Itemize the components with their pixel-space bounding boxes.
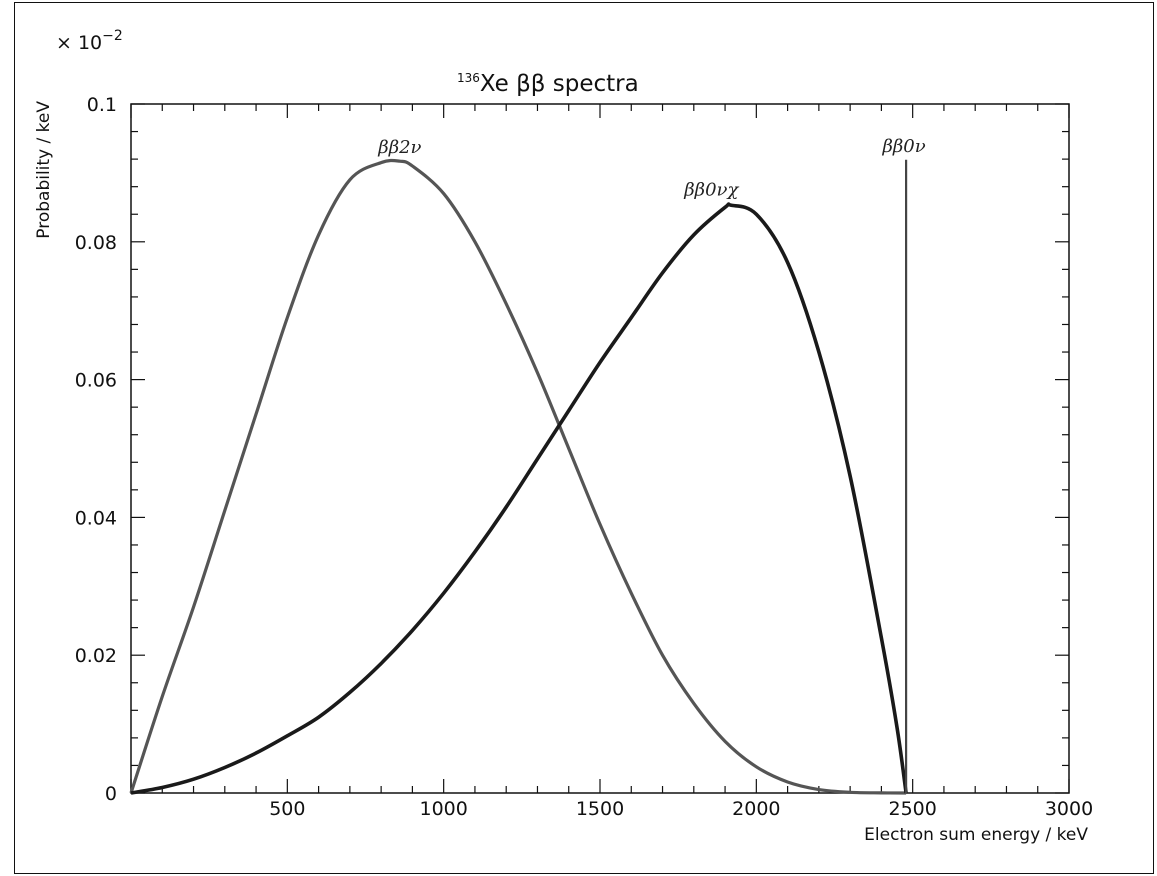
series-bb2nu-curve	[129, 158, 907, 795]
y-axis-tick-labels: 0 0.02 0.04 0.06 0.08 0.1	[75, 94, 117, 805]
label-bb0nu: ββ0ν	[881, 136, 925, 157]
chart-title: 136Xe ββ spectra	[457, 71, 639, 97]
y-axis-title: Probability / keV	[34, 101, 54, 239]
title-isotope-superscript: 136	[457, 71, 480, 85]
plot-area-frame	[130, 103, 1070, 794]
x-tick-label: 3000	[1045, 798, 1093, 820]
y-tick-label: 0.02	[75, 645, 117, 667]
y-tick-label: 0.04	[75, 507, 117, 529]
x-tick-label: 1000	[419, 798, 467, 820]
x-axis-tick-labels: 500 1000 1500 2000 2500 3000	[269, 798, 1093, 820]
label-bb0nuchi: ββ0νχ	[683, 179, 739, 200]
x-tick-label: 2000	[732, 798, 780, 820]
title-main-text: Xe ββ spectra	[480, 71, 639, 97]
y-axis-multiplier: × 10−2	[56, 28, 123, 54]
y-tick-label: 0.1	[87, 94, 117, 116]
y-tick-label: 0.06	[75, 370, 117, 392]
axis-ticks	[130, 103, 1070, 794]
label-bb2nu: ββ2ν	[377, 137, 421, 158]
multiplier-exponent: −2	[102, 28, 123, 44]
x-tick-label: 500	[269, 798, 305, 820]
series-layer: ββ2ν ββ0νχ ββ0ν	[129, 136, 926, 795]
x-tick-label: 1500	[576, 798, 624, 820]
series-bb0nuchi-curve	[130, 202, 908, 795]
x-axis-title: Electron sum energy / keV	[864, 825, 1088, 845]
y-tick-label: 0	[105, 783, 117, 805]
y-tick-label: 0.08	[75, 232, 117, 254]
figure-frame	[14, 2, 1154, 874]
x-tick-label: 2500	[888, 798, 936, 820]
multiplier-base: × 10	[56, 32, 102, 54]
